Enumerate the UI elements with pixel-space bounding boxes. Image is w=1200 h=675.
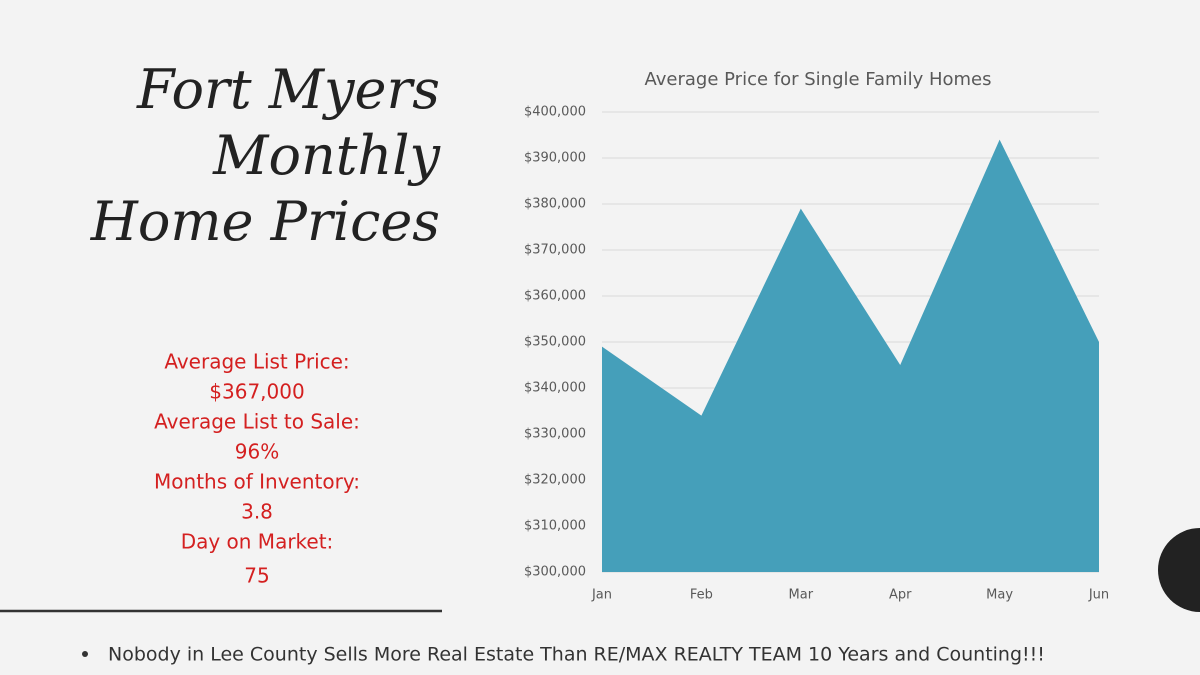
- y-tick-label: $390,000: [524, 151, 586, 166]
- y-tick-label: $380,000: [524, 197, 586, 212]
- x-tick-label: Mar: [789, 588, 814, 603]
- y-tick-label: $300,000: [524, 565, 586, 580]
- stat-line: 75: [244, 564, 269, 588]
- x-tick-label: Feb: [690, 588, 713, 603]
- y-tick-label: $350,000: [524, 335, 586, 350]
- x-tick-label: May: [986, 588, 1013, 603]
- footer-text: Nobody in Lee County Sells More Real Est…: [108, 644, 1045, 666]
- slide-title: Monthly: [212, 124, 441, 187]
- stat-line: Average List to Sale:: [154, 410, 360, 434]
- stat-line: $367,000: [209, 380, 304, 404]
- y-tick-label: $360,000: [524, 289, 586, 304]
- y-tick-label: $340,000: [524, 381, 586, 396]
- bullet: [82, 651, 88, 657]
- stat-line: Day on Market:: [181, 530, 334, 554]
- area: [602, 139, 1099, 572]
- y-tick-label: $310,000: [524, 519, 586, 534]
- y-tick-label: $400,000: [524, 105, 586, 120]
- stat-line: 96%: [235, 440, 279, 464]
- y-tick-label: $320,000: [524, 473, 586, 488]
- x-tick-label: Apr: [889, 588, 912, 603]
- stat-line: Months of Inventory:: [154, 470, 360, 494]
- x-tick-label: Jan: [591, 588, 612, 603]
- x-tick-label: Jun: [1088, 588, 1109, 603]
- chart-title: Average Price for Single Family Homes: [645, 69, 992, 90]
- stat-line: Average List Price:: [164, 350, 349, 374]
- y-tick-label: $370,000: [524, 243, 586, 258]
- slide-title: Home Prices: [90, 190, 440, 253]
- decoration-circle: [1158, 528, 1200, 612]
- slide-title: Fort Myers: [136, 58, 440, 121]
- y-tick-label: $330,000: [524, 427, 586, 442]
- stat-line: 3.8: [241, 500, 273, 524]
